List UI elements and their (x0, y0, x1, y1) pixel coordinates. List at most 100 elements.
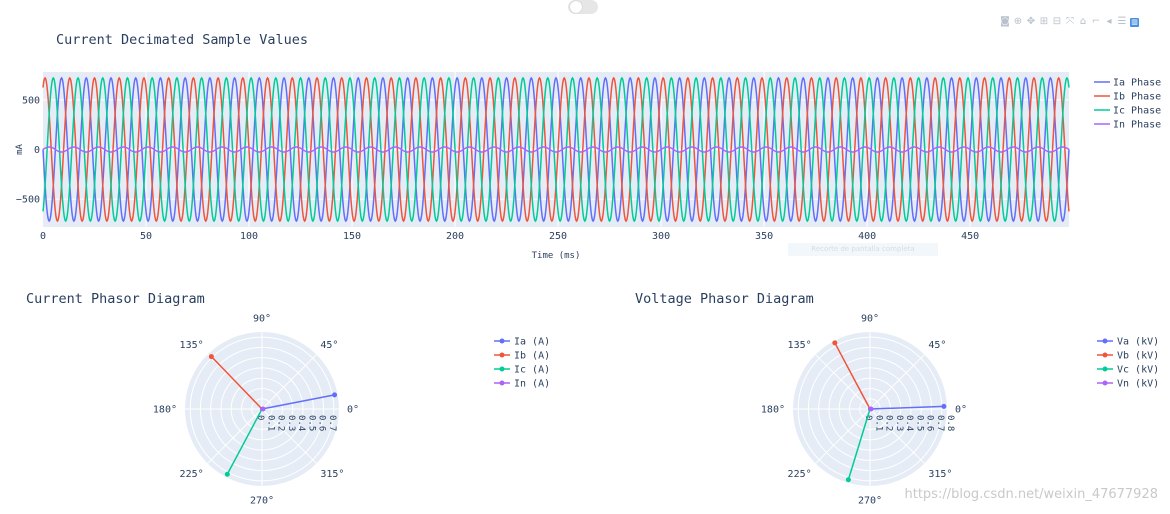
camera-icon[interactable]: ◙ (1000, 16, 1010, 27)
legend-marker (1102, 352, 1108, 358)
phasor-marker (832, 340, 838, 346)
x-tick-label: 450 (961, 231, 979, 242)
spike-lines-icon[interactable]: ⌐ (1091, 16, 1101, 27)
radial-tick-label: 0.5 (914, 415, 924, 431)
current-phasor-chart: 0°45°90°135°180°225°270°315°0 0.1 0.2 0.3 0.… (153, 314, 550, 507)
x-axis-label: Time (ms) (532, 251, 581, 261)
autoscale-icon[interactable]: ⤧ (1066, 16, 1074, 27)
plotly-logo-icon[interactable]: ▥ (1130, 17, 1139, 27)
legend-label: Vn (kV) (1117, 379, 1159, 390)
angular-tick-label: 270° (858, 496, 882, 507)
angular-tick-label: 225° (180, 469, 204, 480)
angular-gridline (815, 354, 871, 410)
legend-marker (499, 380, 505, 386)
x-tick-label: 150 (343, 231, 361, 242)
radial-tick-label: 0.1 (265, 415, 275, 431)
radial-tick-label: 0.6 (925, 415, 935, 431)
angular-gridline (815, 408, 871, 464)
phasor-line (869, 405, 944, 410)
radial-tick-label: 0.5 (306, 415, 316, 431)
legend-label: In Phase (1113, 120, 1161, 131)
y-tick-label: −500 (16, 195, 40, 206)
radial-tick-label: 0.2 (884, 415, 894, 431)
angular-tick-label: 0° (955, 405, 967, 416)
angular-tick-label: 225° (788, 469, 812, 480)
legend-label: Vb (kV) (1117, 351, 1159, 362)
phasor-line (834, 342, 871, 410)
zoom-out-icon[interactable]: ⊟ (1052, 16, 1062, 27)
angular-tick-label: 270° (250, 496, 274, 507)
hover-compare-icon[interactable]: ☰ (1117, 16, 1127, 27)
angular-tick-label: 90° (253, 314, 271, 325)
x-tick-label: 0 (40, 231, 46, 242)
legend-marker (1102, 366, 1108, 372)
phasor-line (847, 408, 871, 480)
y-tick-label: 500 (22, 95, 40, 106)
legend-label: Ic Phase (1113, 106, 1161, 117)
angular-tick-label: 45° (928, 340, 946, 351)
angular-gridline (869, 408, 925, 464)
radial-tick-label: 0.4 (296, 415, 306, 431)
y-axis-label: mA (15, 144, 25, 155)
phasor-line (210, 356, 263, 410)
legend-label: Ib Phase (1113, 92, 1161, 103)
phasor-line (261, 394, 335, 410)
angular-gridline (261, 354, 317, 410)
phasor-marker (224, 471, 230, 477)
legend-marker (499, 338, 505, 344)
angular-gridline (869, 354, 925, 410)
phasor-marker (845, 477, 851, 483)
voltage-phasor-title: Voltage Phasor Diagram (635, 291, 814, 307)
angular-tick-label: 45° (320, 340, 338, 351)
phasor-line (226, 408, 263, 475)
series-line-ic (42, 76, 1070, 223)
phasor-marker (941, 403, 947, 409)
x-tick-label: 350 (755, 231, 773, 242)
hover-closest-icon[interactable]: ◂ (1106, 16, 1112, 27)
legend-label: Ia Phase (1113, 78, 1161, 89)
legend-label: Va (kV) (1117, 337, 1159, 348)
legend-label: In (A) (514, 379, 550, 390)
reset-axes-icon[interactable]: ⌂ (1079, 16, 1087, 27)
legend-marker (499, 366, 505, 372)
series-line-in (42, 146, 1070, 153)
x-tick-label: 100 (240, 231, 258, 242)
legend-label: Ic (A) (514, 365, 550, 376)
radial-tick-label: 0.4 (904, 415, 914, 431)
fullscreen-capture-button[interactable]: Recorte de pantalla completa (788, 243, 938, 256)
zoom-icon[interactable]: ⊕ (1013, 16, 1023, 27)
radial-tick-label: 0 (255, 415, 265, 420)
toggle-knob[interactable] (570, 1, 582, 13)
angular-tick-label: 180° (153, 405, 177, 416)
x-tick-label: 250 (549, 231, 567, 242)
angular-tick-label: 180° (761, 405, 785, 416)
angular-tick-label: 135° (788, 340, 812, 351)
angular-tick-label: 90° (861, 314, 879, 325)
x-tick-label: 200 (446, 231, 464, 242)
radial-tick-label: 0.7 (935, 415, 945, 431)
radial-tick-label: 0.2 (276, 415, 286, 431)
angular-gridline (207, 408, 263, 464)
angular-gridline (261, 408, 317, 464)
voltage-phasor-chart: 0°45°90°135°180°225°270°315°00.10.20.30.… (761, 314, 1159, 507)
angular-tick-label: 315° (928, 469, 952, 480)
zoom-in-icon[interactable]: ⊞ (1039, 16, 1049, 27)
legend-label: Ia (A) (514, 337, 550, 348)
radial-tick-label: 0.1 (873, 415, 883, 431)
x-tick-label: 400 (858, 231, 876, 242)
phasor-marker (332, 392, 338, 398)
watermark-text: https://blog.csdn.net/weixin_47677928 (904, 487, 1158, 502)
angular-tick-label: 0° (347, 405, 359, 416)
phasor-origin (868, 407, 872, 411)
theme-toggle[interactable] (568, 0, 598, 14)
radial-tick-label: 0.3 (894, 415, 904, 431)
x-tick-label: 50 (140, 231, 152, 242)
x-tick-label: 300 (652, 231, 670, 242)
pan-icon[interactable]: ✥ (1026, 16, 1036, 27)
angular-tick-label: 315° (320, 469, 344, 480)
current-samples-chart: 0 50 100 150 200 250 300 350 400 450 −500 0 500 Time … (15, 72, 1161, 261)
current-phasor-title: Current Phasor Diagram (26, 291, 205, 307)
radial-tick-label: 0.6 (317, 415, 327, 431)
phasor-origin (260, 407, 264, 411)
legend-marker (1102, 338, 1108, 344)
